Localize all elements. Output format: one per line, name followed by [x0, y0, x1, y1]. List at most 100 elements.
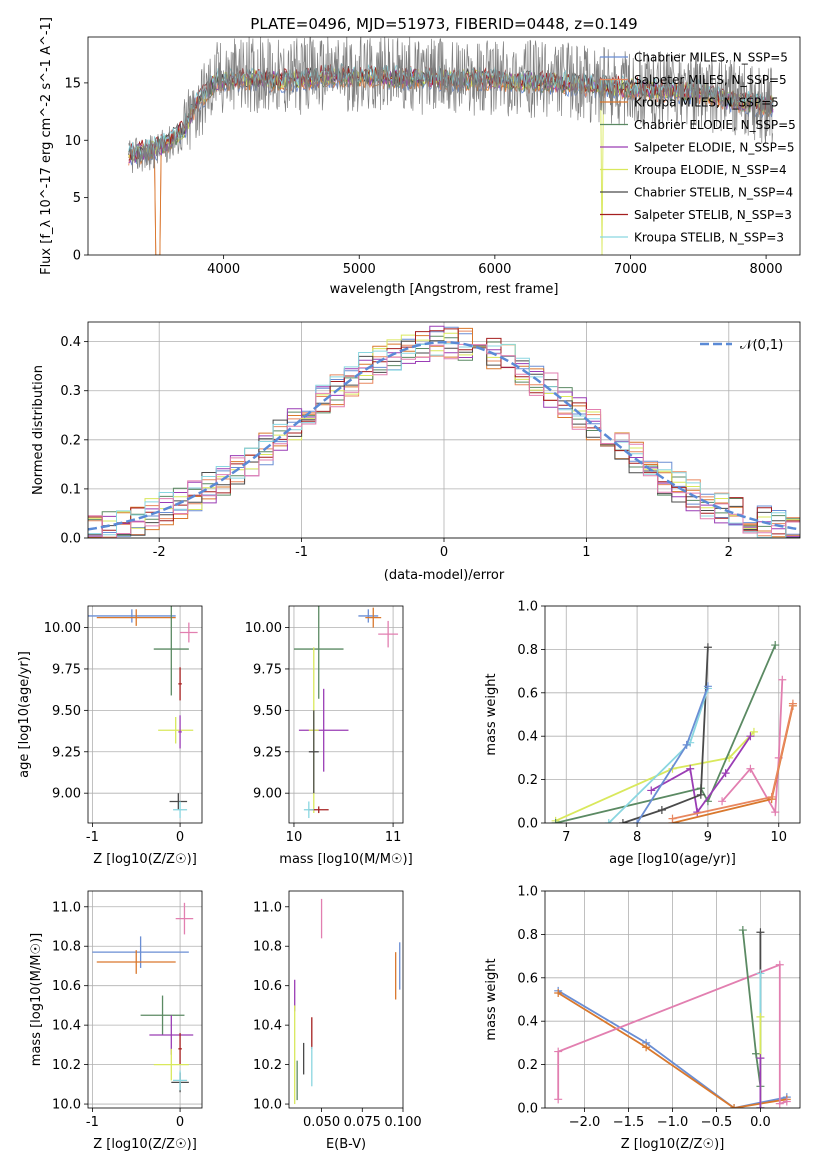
plus-marker — [642, 1043, 651, 1052]
plus-marker — [604, 819, 613, 823]
errorbar-point — [149, 1015, 194, 1055]
legend-entry: Kroupa ELODIE, N_SSP=4 — [634, 163, 787, 177]
p-mw-age-plot — [551, 641, 797, 823]
y-tick-label: 11.0 — [52, 900, 81, 915]
series-line — [636, 685, 709, 823]
plus-marker — [752, 1049, 761, 1058]
x-axis-label: Z [log10(Z/Z☉)] — [93, 852, 197, 867]
errorbar-point — [88, 609, 176, 623]
x-tick-label: -1 — [295, 545, 308, 560]
x-tick-label: 8000 — [750, 262, 783, 277]
y-tick-label: 0.0 — [517, 1102, 538, 1117]
errorbar-point — [358, 609, 379, 623]
y-tick-label: 11.0 — [253, 900, 282, 915]
plus-marker — [778, 675, 787, 684]
plus-marker — [788, 699, 797, 708]
y-axis-label: Flux [f_λ 10^-17 erg cm^-2 s^-1 A^-1] — [39, 17, 54, 275]
y-tick-label: 9.25 — [52, 745, 81, 760]
y-tick-label: 0.8 — [517, 643, 538, 658]
p-age-Z-axes: -1 0 9.00 9.25 9.50 9.75 10.00 Z [log10(Z/Z☉)] a… — [17, 605, 203, 867]
y-tick-label: 10.00 — [245, 621, 282, 636]
errorbar-point — [153, 1048, 189, 1081]
plus-marker — [554, 1047, 563, 1056]
x-tick-label: 6000 — [478, 262, 511, 277]
x-tick-label: 0.100 — [384, 1115, 421, 1130]
y-tick-label: 10 — [64, 134, 81, 149]
x-tick-label: -1 — [86, 1115, 99, 1130]
plus-marker — [647, 786, 656, 795]
y-tick-label: 0.8 — [517, 928, 538, 943]
errorbar-point — [92, 936, 189, 968]
y-tick-label: 0.6 — [517, 971, 538, 986]
plus-marker — [554, 988, 563, 997]
p-mass-Z-axes: -1 0 10.0 10.2 10.4 10.6 10.8 11.0 Z [log10(Z/Z☉… — [29, 890, 203, 1152]
p-mw-Z-plot — [554, 926, 791, 1108]
data-spectrum-line — [128, 37, 773, 174]
plus-marker — [696, 790, 705, 799]
errorbar-point — [153, 606, 189, 696]
p-age-mass-plot — [293, 606, 399, 819]
y-tick-label: 9.00 — [253, 787, 282, 802]
spectrum-axes: 4000 5000 6000 7000 8000 0 5 10 15 wavelength [An… — [39, 17, 801, 297]
y-tick-label: 9.75 — [253, 662, 282, 677]
x-tick-label: 9 — [704, 830, 712, 845]
axes-frame — [544, 605, 801, 824]
spectrum-plot — [128, 37, 774, 255]
legend: 𝒩(0,1) — [700, 338, 783, 353]
y-tick-label: 0.0 — [60, 532, 81, 547]
legend-entry: Salpeter MILES, N_SSP=5 — [634, 73, 787, 87]
series-line — [608, 688, 709, 823]
x-tick-label: 8 — [633, 830, 641, 845]
y-tick-label: 10.8 — [253, 940, 282, 955]
y-axis-label: Normed distribution — [31, 365, 46, 495]
x-tick-label: 10 — [770, 830, 787, 845]
x-axis-label: mass [log10(M/M☉)] — [279, 852, 412, 867]
p-age-Z-plot — [88, 606, 198, 819]
chart-title: PLATE=0496, MJD=51973, FIBERID=0448, z=0… — [250, 15, 637, 33]
series-line — [622, 647, 709, 823]
y-tick-label: 1.0 — [517, 600, 538, 615]
series-line — [741, 930, 762, 1087]
legend-entry: Chabrier MILES, N_SSP=5 — [634, 51, 788, 65]
x-tick-label: -1 — [86, 830, 99, 845]
p-age-mass-axes: 10 11 9.00 9.25 9.50 9.75 10.00 mass [log10(M/M… — [245, 605, 413, 867]
series-line — [650, 735, 752, 815]
x-tick-label: 11 — [385, 830, 402, 845]
errorbar-point — [173, 801, 188, 819]
legend-entry: Kroupa STELIB, N_SSP=3 — [634, 231, 784, 245]
plus-marker — [703, 682, 712, 691]
plus-marker — [618, 819, 627, 823]
errorbar-point — [303, 801, 314, 819]
axes-frame — [288, 605, 404, 824]
x-tick-label: −2.0 — [569, 1115, 601, 1130]
y-axis-label: mass weight — [484, 673, 499, 755]
y-tick-label: 10.6 — [253, 979, 282, 994]
x-tick-label: −1.5 — [613, 1115, 645, 1130]
x-tick-label: 10 — [286, 830, 303, 845]
p-mass-ebv-plot — [294, 898, 401, 1105]
y-tick-label: 0.0 — [517, 817, 538, 832]
x-axis-label: (data-model)/error — [384, 568, 505, 583]
gaussian-curve — [88, 340, 800, 531]
x-tick-label: 5000 — [343, 262, 376, 277]
y-axis-label: mass [log10(M/M☉)] — [29, 933, 44, 1066]
errorbar-point — [140, 995, 185, 1036]
legend-entry: 𝒩(0,1) — [740, 338, 783, 353]
residuals-axes: -2 -1 0 1 2 0.0 0.1 0.2 0.3 0.4 (data-model)/error… — [31, 321, 801, 583]
x-axis-label: E(B-V) — [326, 1137, 366, 1152]
residuals-plot — [88, 325, 800, 538]
legend: Chabrier MILES, N_SSP=5 Salpeter MILES, N… — [600, 51, 796, 245]
p-mass-ebv-axes: 0.050 0.075 0.100 10.0 10.2 10.4 10.6 10.8 11.0 E… — [253, 890, 422, 1152]
plus-marker — [756, 969, 765, 978]
errorbar-point — [178, 667, 182, 701]
axes-frame — [87, 36, 801, 256]
plus-marker — [771, 808, 780, 817]
plus-marker — [551, 819, 560, 823]
y-tick-label: 9.50 — [253, 704, 282, 719]
plus-marker — [756, 1012, 765, 1021]
x-tick-label: 0.075 — [344, 1115, 381, 1130]
y-tick-label: 10.2 — [52, 1058, 81, 1073]
legend-entry: Salpeter ELODIE, N_SSP=5 — [634, 141, 795, 155]
plus-marker — [775, 960, 784, 969]
y-tick-label: 10.00 — [44, 621, 81, 636]
